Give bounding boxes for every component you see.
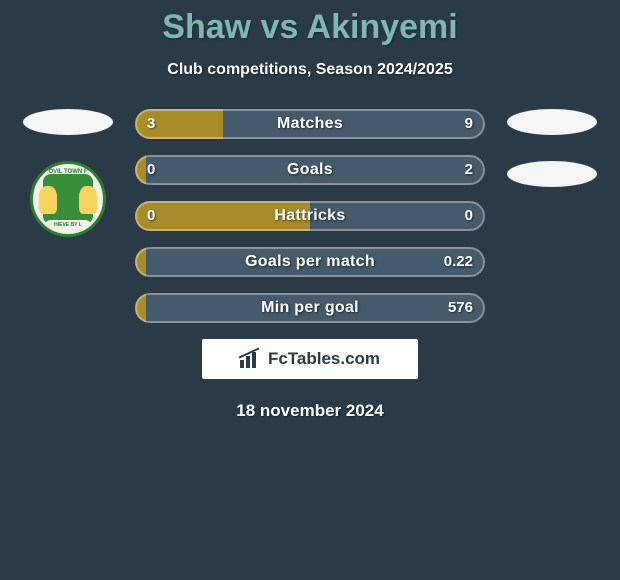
left-player-photo (23, 109, 113, 135)
stat-value-right: 0.22 (444, 247, 473, 277)
stat-row: Goals per match0.22 (135, 247, 485, 277)
stat-label: Goals per match (135, 247, 485, 277)
page-title: Shaw vs Akinyemi (0, 0, 620, 47)
attribution-text: FcTables.com (268, 349, 380, 369)
club-logo-banner-bottom: HIEVE BY L (45, 220, 91, 231)
right-club-logo (507, 161, 597, 187)
stat-row: 3Matches9 (135, 109, 485, 139)
comparison-area: OVIL TOWN F HIEVE BY L 3Matches90Goals20… (0, 109, 620, 323)
attribution-badge[interactable]: FcTables.com (202, 339, 418, 379)
stat-row: 0Hattricks0 (135, 201, 485, 231)
stat-value-right: 576 (448, 293, 473, 323)
stat-label: Hattricks (135, 201, 485, 231)
stat-value-right: 9 (465, 109, 473, 139)
snapshot-date: 18 november 2024 (0, 401, 620, 421)
stat-label: Matches (135, 109, 485, 139)
right-player-column (502, 109, 602, 187)
page-subtitle: Club competitions, Season 2024/2025 (0, 61, 620, 79)
right-player-photo (507, 109, 597, 135)
chart-bars-icon (240, 350, 262, 368)
stat-value-right: 0 (465, 201, 473, 231)
stat-value-right: 2 (465, 155, 473, 185)
stats-bars: 3Matches90Goals20Hattricks0Goals per mat… (135, 109, 485, 323)
stat-row: 0Goals2 (135, 155, 485, 185)
stat-row: Min per goal576 (135, 293, 485, 323)
left-player-column: OVIL TOWN F HIEVE BY L (18, 109, 118, 237)
stat-label: Min per goal (135, 293, 485, 323)
left-club-logo: OVIL TOWN F HIEVE BY L (30, 161, 106, 237)
stat-label: Goals (135, 155, 485, 185)
